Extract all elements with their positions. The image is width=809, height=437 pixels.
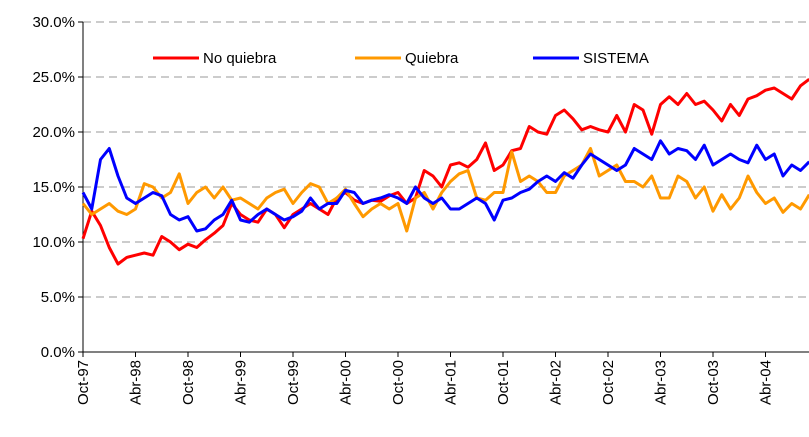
x-tick-label: Abr-00 (338, 360, 355, 405)
y-tick-label: 15.0% (32, 179, 75, 196)
y-tick-label: 25.0% (32, 69, 75, 86)
x-tick-label: Oct-03 (705, 360, 722, 405)
x-tick-label: Oct-98 (180, 360, 197, 405)
x-tick-label: Oct-01 (495, 360, 512, 405)
y-tick-label: 30.0% (32, 14, 75, 31)
x-tick-label: Abr-02 (548, 360, 565, 405)
series-line (81, 139, 809, 233)
x-tick-label: Oct-02 (600, 360, 617, 405)
series-line (81, 78, 809, 266)
x-tick-label: Abr-03 (653, 360, 670, 405)
x-tick-label: Oct-99 (285, 360, 302, 405)
legend-label: Quiebra (405, 50, 459, 67)
x-tick-label: Abr-04 (758, 360, 775, 405)
x-tick-label: Abr-98 (128, 360, 145, 405)
x-tick-label: Abr-01 (443, 360, 460, 405)
y-tick-label: 20.0% (32, 124, 75, 141)
x-tick-label: Oct-00 (390, 360, 407, 405)
x-tick-label: Abr-99 (233, 360, 250, 405)
legend-label: SISTEMA (583, 50, 649, 67)
y-tick-label: 0.0% (41, 344, 75, 361)
y-tick-label: 10.0% (32, 234, 75, 251)
legend-label: No quiebra (203, 50, 277, 67)
x-tick-label: Oct-97 (75, 360, 92, 405)
y-tick-label: 5.0% (41, 289, 75, 306)
series-line (81, 147, 809, 233)
